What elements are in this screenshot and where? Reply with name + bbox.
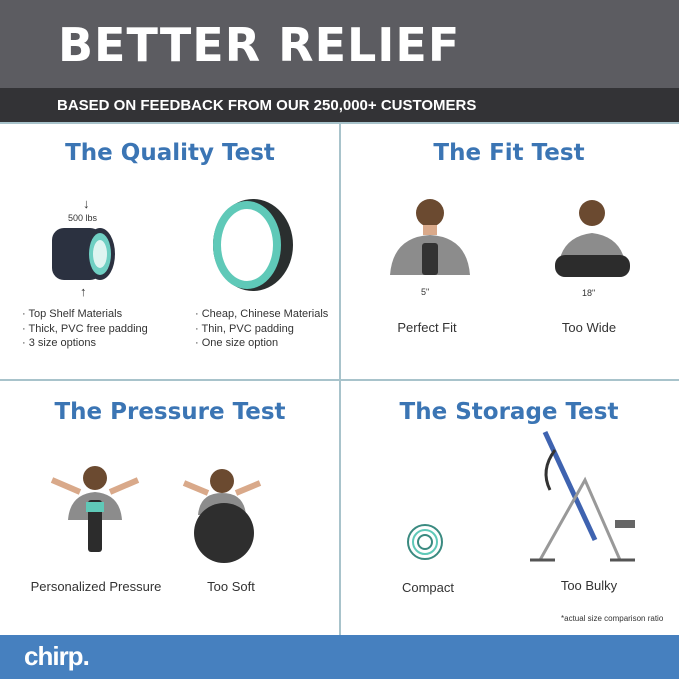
compact-wheels-image (407, 524, 443, 560)
page-title: BETTER RELIEF (58, 18, 461, 72)
chirp-logo: chirp. (24, 641, 90, 671)
bullet: · One size option (195, 337, 279, 349)
fit-right-label: Too Wide (561, 320, 617, 335)
pressure-left-label: Personalized Pressure (30, 579, 162, 594)
storage-left-label: Compact (401, 580, 455, 595)
bullet: · Top Shelf Materials (22, 308, 123, 320)
inversion-table-image (530, 430, 635, 562)
too-wide-image (555, 200, 630, 277)
chirp-wheel-image (52, 228, 115, 280)
quality-test-title: The Quality Test (65, 140, 275, 166)
storage-right-label: Too Bulky (560, 578, 618, 593)
pressure-right-label: Too Soft (207, 579, 255, 594)
weight-label: 500 lbs (68, 213, 98, 223)
arrow-down-icon: ↓ (83, 196, 90, 211)
header: BETTER RELIEF (0, 0, 679, 88)
width-measure: 5" (421, 287, 430, 297)
bullet: · Thin, PVC padding (195, 322, 294, 335)
divider (0, 379, 679, 381)
bullet: · Cheap, Chinese Materials (195, 308, 329, 320)
pressure-test-title: The Pressure Test (54, 399, 286, 425)
subtitle: BASED ON FEEDBACK FROM OUR 250,000+ CUST… (57, 97, 477, 114)
cheap-wheel-image (213, 199, 293, 291)
footer: chirp. (0, 635, 679, 679)
too-soft-image (182, 469, 262, 563)
fit-test-title: The Fit Test (433, 140, 585, 166)
personalized-pressure-image (50, 466, 140, 552)
footnote: *actual size comparison ratio (561, 614, 664, 623)
bullet: · Thick, PVC free padding (22, 322, 148, 335)
perfect-fit-image (390, 199, 470, 275)
fit-left-label: Perfect Fit (397, 320, 457, 335)
width-measure: 18" (582, 288, 596, 298)
bullet: · 3 size options (22, 337, 96, 349)
subheader: BASED ON FEEDBACK FROM OUR 250,000+ CUST… (0, 88, 679, 124)
storage-test-title: The Storage Test (399, 399, 619, 425)
arrow-up-icon: ↑ (80, 284, 87, 299)
